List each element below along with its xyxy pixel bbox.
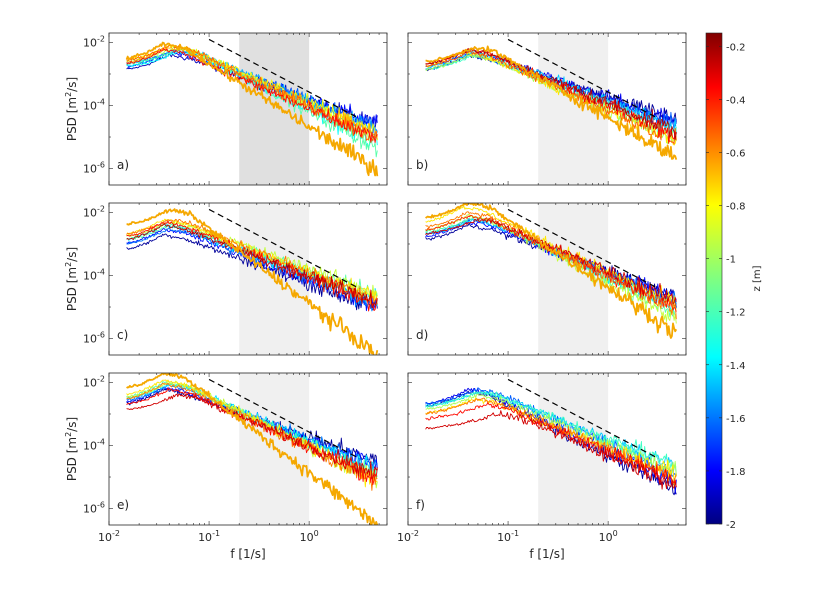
panel-label: c) xyxy=(117,328,128,342)
y-tick-label: 10-2 xyxy=(83,34,105,49)
series-line-zm1p4 xyxy=(425,390,677,476)
series-group xyxy=(126,208,379,355)
series-line-zm0p65 xyxy=(125,41,379,177)
y-tick-label: 10-6 xyxy=(83,331,105,346)
series-group xyxy=(425,203,678,339)
panel-label: e) xyxy=(117,498,129,512)
series-line-zm0p4 xyxy=(126,220,378,312)
axes-box xyxy=(108,32,388,186)
reference-slope-line xyxy=(208,378,360,460)
series-line-zm1p35 xyxy=(126,382,378,479)
axes-box xyxy=(407,202,687,356)
reference-slope-line xyxy=(507,378,659,460)
series-group xyxy=(125,38,379,177)
series-line-zm0p65 xyxy=(425,203,678,339)
x-tick-label: 100 xyxy=(300,529,319,544)
panel-e: 10-2 10-4 10-6 PSD [m2/s] 10-2 10-1 100 f [1/s]… xyxy=(64,372,388,561)
series-line-zm0p3 xyxy=(425,218,677,305)
colorbar-tick-label: -0.4 xyxy=(726,95,746,106)
panels-group: 10-2 10-4 10-6 PSD [m2/s] a) b) 10-2 10-4 10-6 PS… xyxy=(64,32,687,561)
y-tick-label: 10-6 xyxy=(83,501,105,516)
colorbar-tick-label: -1.8 xyxy=(726,467,746,478)
y-tick-label: 10-4 xyxy=(83,268,105,283)
reference-slope-line xyxy=(208,208,360,290)
series-group xyxy=(126,373,379,525)
shaded-band xyxy=(239,33,310,185)
colorbar-tick-label: -1.4 xyxy=(726,361,746,372)
reference-slope-line xyxy=(507,208,659,290)
y-axis-label: PSD [m2/s] xyxy=(64,247,79,311)
series-line-zm0p95 xyxy=(425,213,677,324)
series-group xyxy=(425,38,678,160)
series-line-zm0p65 xyxy=(425,45,678,160)
y-tick-label: 10-6 xyxy=(83,161,105,176)
colorbar-tick-label: -2 xyxy=(726,520,736,531)
reference-slope-line xyxy=(208,38,360,120)
x-axis-label: f [1/s] xyxy=(230,547,265,561)
panel-b: b) xyxy=(407,32,687,186)
colorbar-tick-label: -1 xyxy=(726,255,736,266)
panel-label: b) xyxy=(416,158,428,172)
panel-d: d) xyxy=(407,202,687,356)
series-line-zm0p4 xyxy=(126,48,378,143)
shaded-band xyxy=(538,373,609,525)
axes-box xyxy=(108,202,388,356)
x-tick-label: 10-1 xyxy=(497,529,519,544)
axes-box xyxy=(108,372,388,526)
colorbar-gradient xyxy=(705,32,723,525)
y-tick-label: 10-2 xyxy=(83,374,105,389)
panel-c: 10-2 10-4 10-6 PSD [m2/s] c) xyxy=(64,202,388,356)
y-axis-label: PSD [m2/s] xyxy=(64,77,79,141)
series-line-zm0p4 xyxy=(126,387,378,486)
panel-a: 10-2 10-4 10-6 PSD [m2/s] a) xyxy=(64,32,388,186)
panel-label: d) xyxy=(416,328,428,342)
series-line-zm0p65 xyxy=(126,208,379,355)
x-tick-label: 10-2 xyxy=(98,529,120,544)
series-line-zm0p65 xyxy=(126,373,379,525)
y-axis-label: PSD [m2/s] xyxy=(64,417,79,481)
colorbar-tick-label: -0.6 xyxy=(726,148,746,159)
colorbar-tick-label: -0.2 xyxy=(726,42,746,53)
x-tick-label: 100 xyxy=(599,529,618,544)
reference-slope-line xyxy=(507,38,659,120)
colorbar-label: z [m] xyxy=(752,265,763,291)
x-axis-label: f [1/s] xyxy=(529,547,564,561)
axes-box xyxy=(407,32,687,186)
colorbar-tick-label: -1.2 xyxy=(726,308,746,319)
series-group xyxy=(425,378,677,496)
panel-label: a) xyxy=(117,158,129,172)
panel-f: 10-2 10-1 100 f [1/s] f) xyxy=(397,372,687,561)
colorbar-tick-label: -0.8 xyxy=(726,202,746,213)
series-line-zm0p6 xyxy=(126,218,378,305)
series-line-zm0p3 xyxy=(425,410,677,490)
y-tick-label: 10-4 xyxy=(83,438,105,453)
x-tick-label: 10-2 xyxy=(397,529,419,544)
axes-box xyxy=(407,372,687,526)
colorbar: -0.2 -0.4 -0.6 -0.8 -1 -1.2 -1.4 -1.6 -1.8 -2 z [m… xyxy=(705,32,763,531)
series-line-zm0p25 xyxy=(126,223,378,308)
series-line-zm0p3 xyxy=(126,393,378,479)
y-tick-label: 10-4 xyxy=(83,98,105,113)
x-tick-label: 10-1 xyxy=(198,529,220,544)
colorbar-tick-label: -1.6 xyxy=(726,414,746,425)
series-line-zm1p2 xyxy=(425,391,677,472)
y-tick-label: 10-2 xyxy=(83,204,105,219)
panel-label: f) xyxy=(416,498,425,512)
